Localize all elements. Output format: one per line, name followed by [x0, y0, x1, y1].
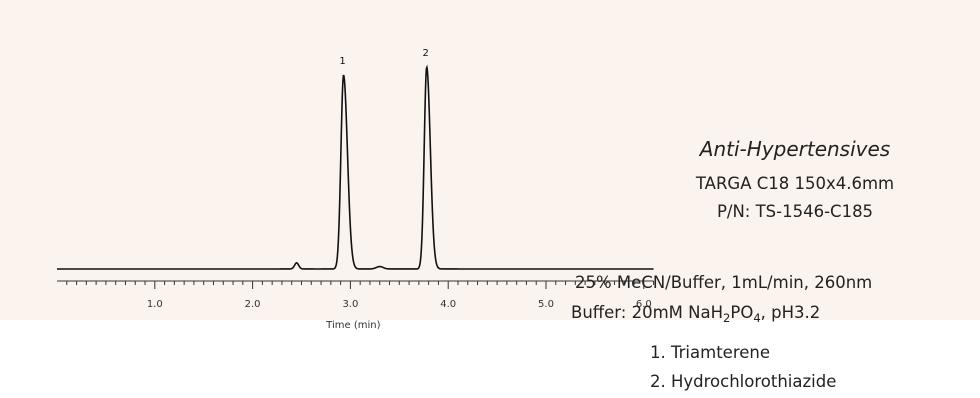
peak-1-label: 1. Triamterene — [650, 343, 770, 362]
column-spec: TARGA C18 150x4.6mm — [695, 174, 895, 193]
x-tick-label: 1.0 — [147, 299, 163, 310]
buffer-mid: PO — [730, 303, 754, 322]
x-tick-label: 3.0 — [342, 299, 358, 310]
mobile-phase: 25% MeCN/Buffer, 1mL/min, 260nm — [575, 273, 873, 292]
buffer-composition: Buffer: 20mM NaH2PO4, pH3.2 — [571, 303, 820, 325]
peak-label-2: 2 — [422, 48, 428, 59]
peak-label-1: 1 — [339, 56, 345, 67]
buffer-suffix: , pH3.2 — [760, 303, 821, 322]
x-tick-label: 6.0 — [636, 299, 652, 310]
method-title: Anti-Hypertensives — [699, 137, 891, 161]
peak-2-label: 2. Hydrochlorothiazide — [650, 372, 837, 391]
buffer-subscript-2: 4 — [753, 311, 761, 325]
x-tick-label: 5.0 — [538, 299, 554, 310]
x-axis-title: Time (min) — [325, 320, 380, 331]
buffer-subscript-1: 2 — [723, 311, 731, 325]
chart-panel — [0, 0, 980, 320]
x-tick-label: 2.0 — [245, 299, 261, 310]
buffer-prefix: Buffer: 20mM NaH — [571, 303, 724, 322]
chromatogram-trace — [57, 64, 654, 270]
x-tick-label: 4.0 — [440, 299, 456, 310]
part-number: P/N: TS-1546-C185 — [716, 202, 874, 221]
